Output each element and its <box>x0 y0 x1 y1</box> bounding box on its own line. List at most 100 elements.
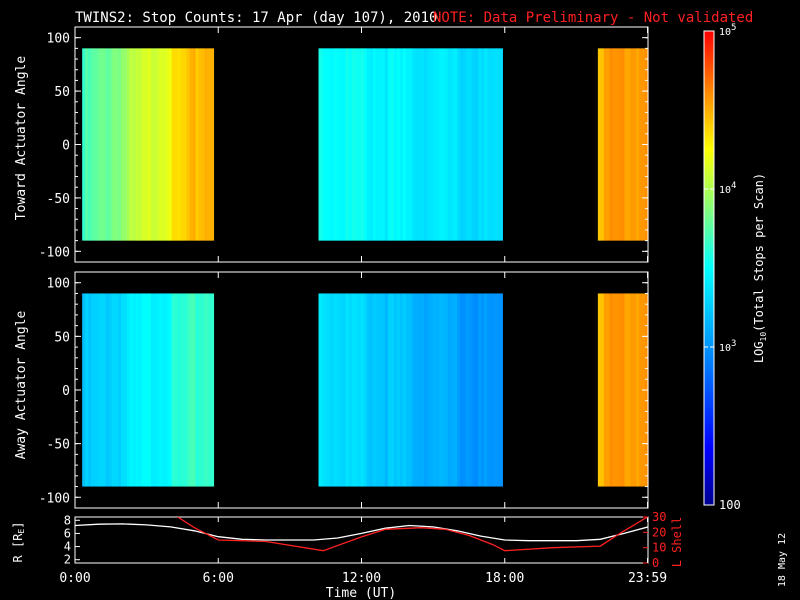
top-data-column <box>378 48 383 241</box>
top-data-column <box>195 48 200 241</box>
top-data-column <box>97 48 101 241</box>
top-data-segment <box>318 48 503 241</box>
top-data-column <box>499 48 503 241</box>
top-data-column <box>348 48 353 241</box>
middle-data-column <box>420 293 425 487</box>
top-data-column <box>466 48 470 241</box>
middle-data-column <box>390 293 395 487</box>
top-data-column <box>210 48 215 241</box>
middle-data-column <box>618 293 623 487</box>
top-data-column <box>487 48 491 241</box>
top-data-column <box>144 48 149 241</box>
top-data-column <box>177 48 182 241</box>
top-data-column <box>147 48 152 241</box>
top-data-column <box>198 48 203 241</box>
top-data-column <box>345 48 350 241</box>
top-data-column <box>615 48 620 241</box>
colorbar-scale <box>703 30 715 506</box>
top-data-column <box>630 48 634 241</box>
top-data-column <box>390 48 395 241</box>
middle-data-column <box>399 293 404 487</box>
top-data-column <box>351 48 356 241</box>
middle-data-column <box>375 293 380 487</box>
away-angle-panel: 100 50 0 -50 -100 <box>39 271 649 509</box>
time-xtick-label: 23:59 <box>628 571 667 586</box>
top-data-column <box>372 48 377 241</box>
l-shell-axis-label: L Shell <box>670 517 684 568</box>
middle-data-column <box>493 293 497 487</box>
middle-data-column <box>147 293 152 487</box>
top-data-column <box>424 48 428 241</box>
middle-data-column <box>336 293 341 487</box>
middle-data-column <box>153 293 158 487</box>
middle-data-column <box>463 293 467 487</box>
chart-title: TWINS2: Stop Counts: 17 Apr (day 107), 2… <box>75 10 437 26</box>
top-data-column <box>117 48 122 241</box>
middle-data-column <box>109 293 113 487</box>
l-shell-ytick-label: 0 <box>652 556 659 570</box>
top-data-column <box>153 48 158 241</box>
middle-data-column <box>138 293 143 487</box>
colorbar-label: LOG10(Total Stops per Scan) <box>752 173 768 363</box>
middle-data-column <box>183 293 188 487</box>
middle-data-column <box>633 293 637 487</box>
preliminary-note: NOTE: Data Preliminary - Not validated <box>433 10 753 26</box>
top-data-column <box>454 48 458 241</box>
middle-data-column <box>192 293 197 487</box>
middle-data-column <box>162 293 167 487</box>
top-data-column <box>427 48 431 241</box>
middle-data-column <box>372 293 377 487</box>
top-data-column <box>636 48 640 241</box>
middle-data-column <box>627 293 631 487</box>
top-data-column <box>609 48 614 241</box>
middle-data-segment <box>318 293 503 487</box>
middle-data-column <box>144 293 149 487</box>
top-data-column <box>436 48 440 241</box>
middle-data-column <box>330 293 335 487</box>
top-data-column <box>369 48 374 241</box>
middle-data-column <box>106 293 110 487</box>
l-shell-line <box>177 517 648 552</box>
middle-data-column <box>97 293 101 487</box>
colorbar-tick-label: 103 <box>719 339 736 354</box>
middle-data-column <box>424 293 428 487</box>
top-data-column <box>186 48 191 241</box>
top-data-column <box>387 48 392 241</box>
top-data-column <box>600 48 605 241</box>
middle-data-column <box>469 293 473 487</box>
r-ytick-label: 6 <box>64 526 71 540</box>
top-data-column <box>129 48 134 241</box>
top-data-column <box>433 48 437 241</box>
middle-data-column <box>490 293 494 487</box>
top-data-column <box>475 48 479 241</box>
middle-data-column <box>123 293 128 487</box>
top-data-segment <box>597 48 649 241</box>
middle-data-column <box>484 293 488 487</box>
middle-data-column <box>433 293 437 487</box>
middle-data-column <box>636 293 640 487</box>
orbit-frame <box>74 516 649 564</box>
top-data-column <box>120 48 125 241</box>
top-data-column <box>384 48 389 241</box>
l-shell-ytick-label: 20 <box>652 525 666 539</box>
middle-data-column <box>405 293 410 487</box>
top-data-column <box>112 48 116 241</box>
middle-data-segment <box>597 293 649 487</box>
top-data-column <box>327 48 332 241</box>
colorbar-tick-label: 104 <box>719 181 736 196</box>
top-data-column <box>138 48 143 241</box>
top-data-column <box>624 48 628 241</box>
top-data-column <box>484 48 488 241</box>
middle-data-column <box>357 293 362 487</box>
time-axis-label: Time (UT) <box>326 586 396 600</box>
top-data-column <box>493 48 497 241</box>
top-data-column <box>375 48 380 241</box>
middle-data-column <box>411 293 416 487</box>
r-axis-label: R [RE] <box>11 522 26 563</box>
middle-data-column <box>171 293 176 487</box>
top-data-column <box>639 48 643 241</box>
middle-data-column <box>630 293 634 487</box>
top-data-column <box>408 48 413 241</box>
